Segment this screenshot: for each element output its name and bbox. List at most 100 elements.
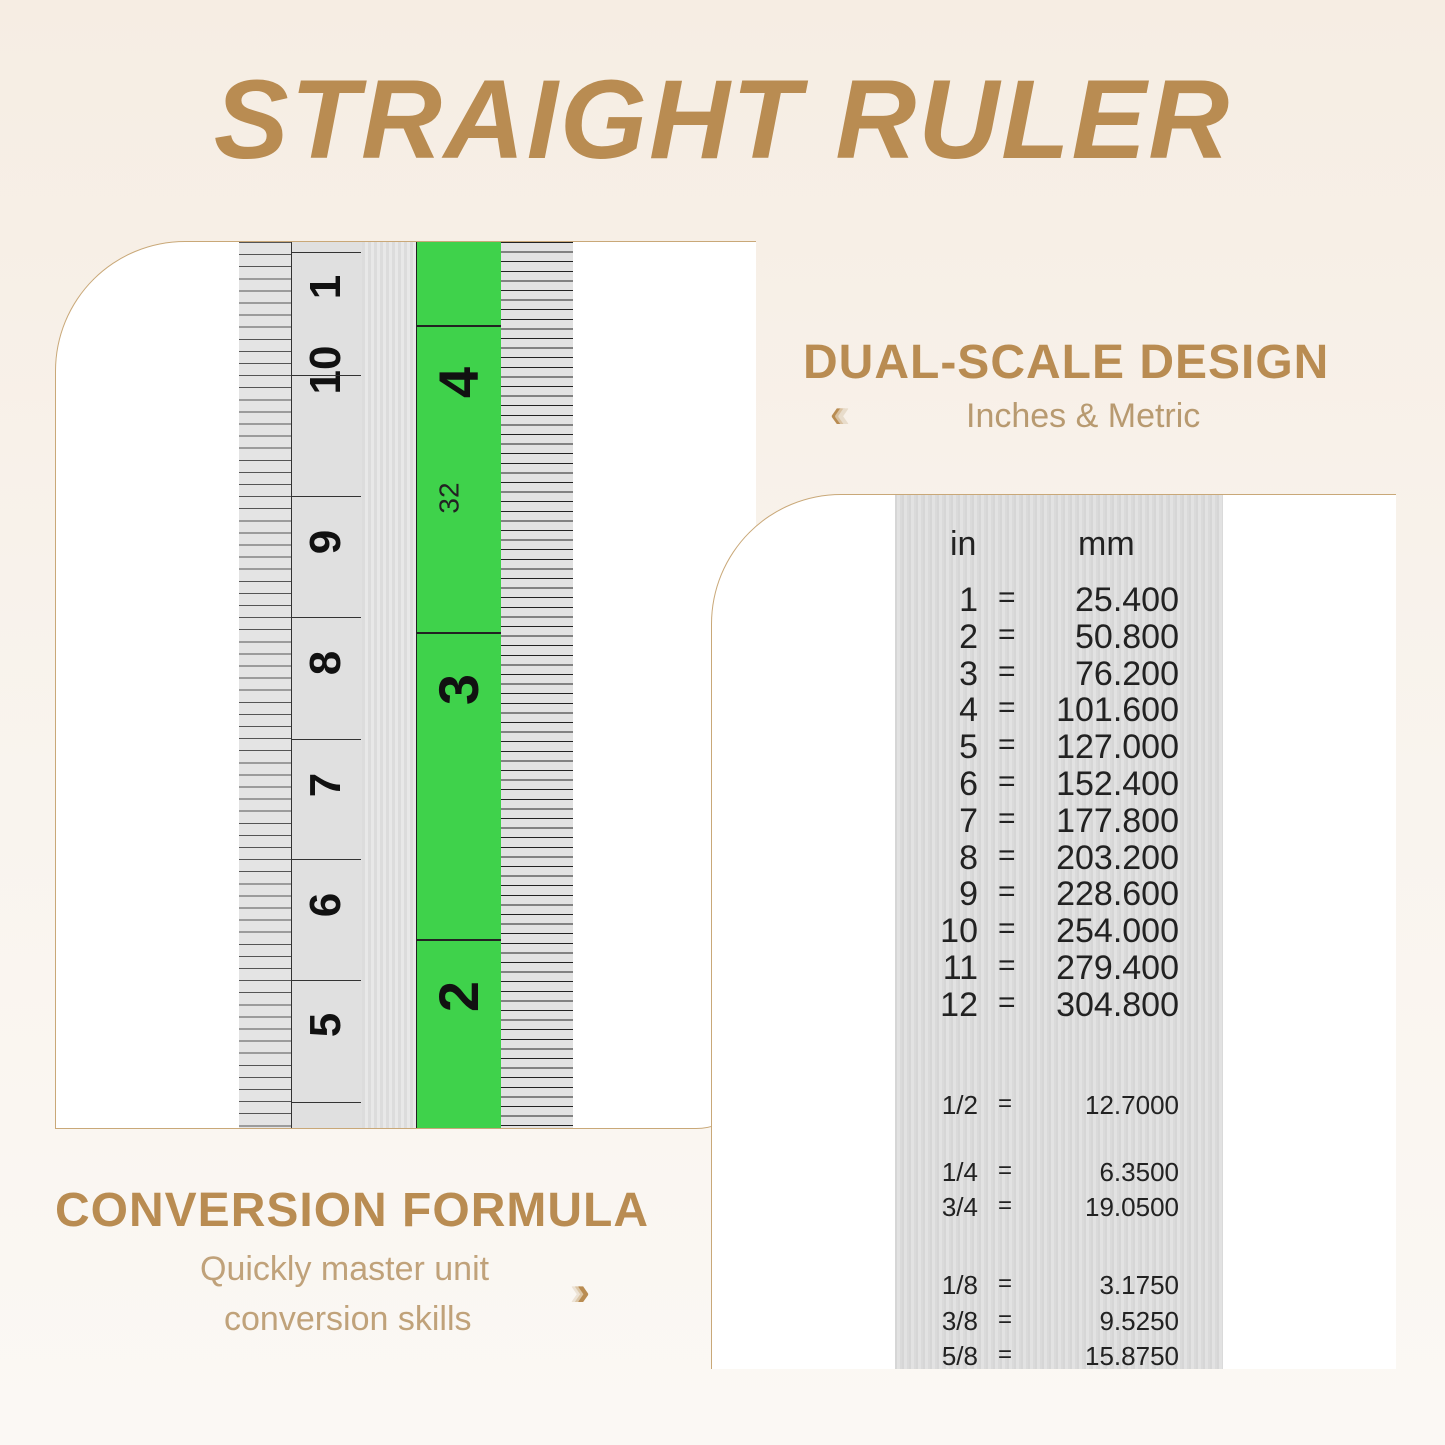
inch-value: 1/8	[941, 1270, 978, 1300]
table-row: 8 = 203.200	[895, 838, 1223, 877]
inch-value: 7	[959, 801, 978, 840]
mm-value: 9.5250	[1099, 1306, 1179, 1336]
fine-ticks	[501, 242, 573, 1128]
cm-label: 1	[301, 274, 350, 300]
equals-sign: =	[998, 691, 1016, 725]
inch-value: 9	[959, 875, 978, 914]
table-row: 4 = 101.600	[895, 691, 1223, 730]
sixteenths-label: 32	[433, 482, 465, 514]
inch-value: 10	[940, 912, 978, 951]
table-row: 1/4 = 6.3500	[895, 1157, 1223, 1194]
equals-sign: =	[998, 985, 1016, 1019]
cm-label: 7	[301, 772, 350, 798]
equals-sign: =	[998, 1270, 1013, 1297]
cm-divider	[291, 617, 361, 618]
conversion-line1: Quickly master unit	[200, 1250, 490, 1288]
equals-sign: =	[998, 654, 1016, 688]
ruler-strip	[362, 242, 416, 1128]
mm-value: 304.800	[1056, 985, 1179, 1024]
inch-value: 1	[959, 581, 978, 619]
inch-label: 3	[427, 673, 490, 706]
table-row: 1/2 = 12.7000	[895, 1090, 1223, 1127]
inch-value: 12	[940, 985, 978, 1024]
mm-value: 279.400	[1056, 949, 1179, 987]
mm-value: 254.000	[1056, 912, 1179, 951]
mm-value: 152.400	[1056, 765, 1179, 803]
inch-divider	[416, 325, 501, 327]
cm-label: 5	[301, 1012, 350, 1038]
equals-sign: =	[998, 838, 1016, 872]
mm-value: 12.7000	[1085, 1090, 1179, 1120]
inch-value: 6	[959, 765, 978, 803]
equals-sign: =	[998, 617, 1016, 651]
cm-label: 9	[301, 529, 350, 555]
inch-value: 11	[942, 949, 978, 987]
table-row: 12 = 304.800	[895, 985, 1223, 1024]
equals-sign: =	[998, 1192, 1013, 1219]
inch-value: 1/4	[941, 1157, 978, 1187]
mm-value: 76.200	[1075, 654, 1179, 693]
cm-label: 6	[301, 892, 350, 918]
cm-label: 10	[301, 345, 350, 395]
table-row: 5/8 = 15.8750	[895, 1341, 1223, 1369]
cm-divider	[291, 739, 361, 740]
mm-value: 25.400	[1075, 581, 1179, 619]
mm-value: 177.800	[1056, 801, 1179, 840]
table-row: 1 = 25.400	[895, 581, 1223, 619]
cm-label: 8	[301, 650, 350, 676]
inch-value: 3	[959, 654, 978, 693]
cm-divider	[291, 252, 361, 253]
equals-sign: =	[998, 912, 1016, 946]
table-row: 10 = 254.000	[895, 912, 1223, 951]
inch-divider	[416, 939, 501, 941]
cm-divider	[291, 496, 361, 497]
chevrons-left-icon: ‹‹‹	[830, 392, 851, 436]
inch-value: 3/8	[941, 1306, 978, 1336]
equals-sign: =	[998, 949, 1016, 982]
conversion-table-panel: in mm 1 = 25.400 2 = 50.800 3 = 76.200 4 = 101.600 5…	[711, 494, 1396, 1369]
ruler-image: 11098765443232	[239, 242, 573, 1128]
mm-value: 3.1750	[1099, 1270, 1179, 1300]
mm-value: 6.3500	[1099, 1157, 1179, 1187]
table-row: 1/8 = 3.1750	[895, 1270, 1223, 1307]
inch-value: 4	[959, 691, 978, 730]
dual-scale-subtitle: Inches & Metric	[966, 397, 1201, 435]
mm-value: 50.800	[1075, 617, 1179, 656]
table-row: 11 = 279.400	[895, 949, 1223, 987]
mm-ticks	[239, 242, 291, 1128]
inch-scale	[416, 242, 503, 1128]
equals-sign: =	[998, 875, 1016, 909]
chevrons-right-icon: ›››	[570, 1270, 591, 1314]
inch-value: 2	[959, 617, 978, 656]
inch-value: 5	[959, 728, 978, 767]
inch-value: 5/8	[941, 1341, 978, 1369]
equals-sign: =	[998, 728, 1016, 762]
inch-value: 8	[959, 838, 978, 877]
table-row: 3 = 76.200	[895, 654, 1223, 693]
cm-divider	[291, 859, 361, 860]
equals-sign: =	[998, 1090, 1013, 1117]
table-row: 5 = 127.000	[895, 728, 1223, 767]
mm-value: 15.8750	[1085, 1341, 1179, 1369]
mm-value: 127.000	[1056, 728, 1179, 767]
cm-divider	[291, 375, 361, 376]
table-row: 7 = 177.800	[895, 801, 1223, 840]
cm-label: 4	[301, 1112, 351, 1128]
inch-label: 4	[427, 366, 490, 399]
table-row: 2 = 50.800	[895, 617, 1223, 656]
equals-sign: =	[998, 1157, 1013, 1184]
equals-sign: =	[998, 581, 1016, 614]
equals-sign: =	[998, 765, 1016, 798]
table-row: 3/4 = 19.0500	[895, 1192, 1223, 1229]
table-row: 9 = 228.600	[895, 875, 1223, 914]
inch-divider	[416, 632, 501, 634]
mm-value: 228.600	[1056, 875, 1179, 914]
cm-divider	[291, 1102, 361, 1103]
mm-value: 101.600	[1056, 691, 1179, 730]
mm-value: 203.200	[1056, 838, 1179, 877]
table-row: 6 = 152.400	[895, 765, 1223, 803]
cm-divider	[291, 980, 361, 981]
equals-sign: =	[998, 801, 1016, 835]
conversion-heading: CONVERSION FORMULA	[55, 1184, 649, 1237]
equals-sign: =	[998, 1306, 1013, 1333]
